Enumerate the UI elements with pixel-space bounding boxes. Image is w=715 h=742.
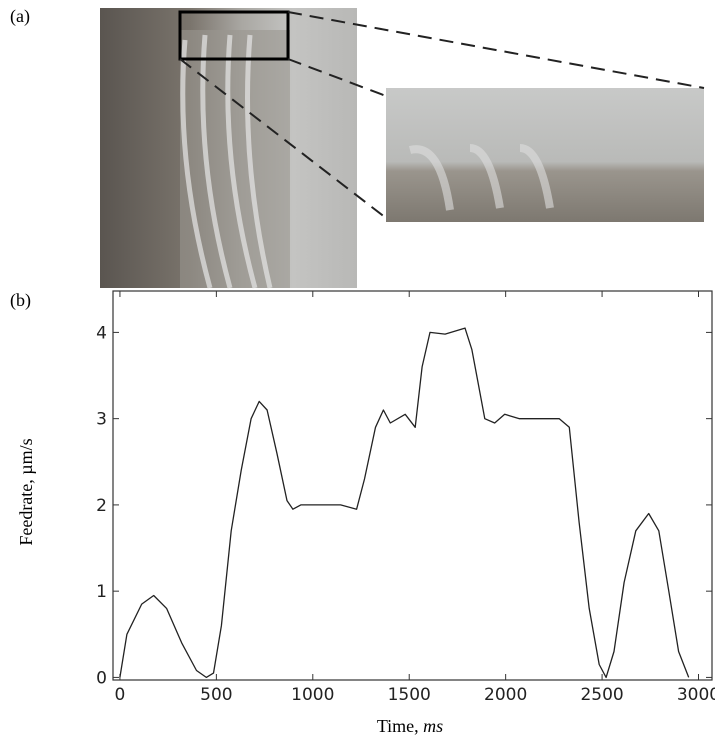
x-axis-label: Time, ms xyxy=(377,716,443,736)
x-tick-label: 2000 xyxy=(484,685,527,705)
plot-frame xyxy=(112,290,713,681)
y-tick-label: 1 xyxy=(96,582,107,602)
x-tick-label: 3000 xyxy=(677,685,715,705)
y-axis-label: Feedrate, µm/s xyxy=(16,438,36,545)
panel-label: (b) xyxy=(10,290,31,311)
y-tick-label: 3 xyxy=(96,410,107,430)
photo xyxy=(100,8,705,289)
x-axis-label-text: Time, xyxy=(377,716,419,736)
x-tick-label: 1500 xyxy=(388,685,431,705)
y-tick-label: 4 xyxy=(96,323,107,343)
panel-label: (a) xyxy=(10,6,30,27)
x-tick-label: 1000 xyxy=(291,685,334,705)
line xyxy=(119,327,690,679)
x-tick-label: 0 xyxy=(115,685,126,705)
y-tick-label: 0 xyxy=(96,668,107,688)
y-tick-label: 2 xyxy=(96,496,107,516)
x-axis-label-unit: ms xyxy=(423,716,443,736)
x-tick-label: 2500 xyxy=(580,685,623,705)
x-tick-label: 500 xyxy=(200,685,232,705)
